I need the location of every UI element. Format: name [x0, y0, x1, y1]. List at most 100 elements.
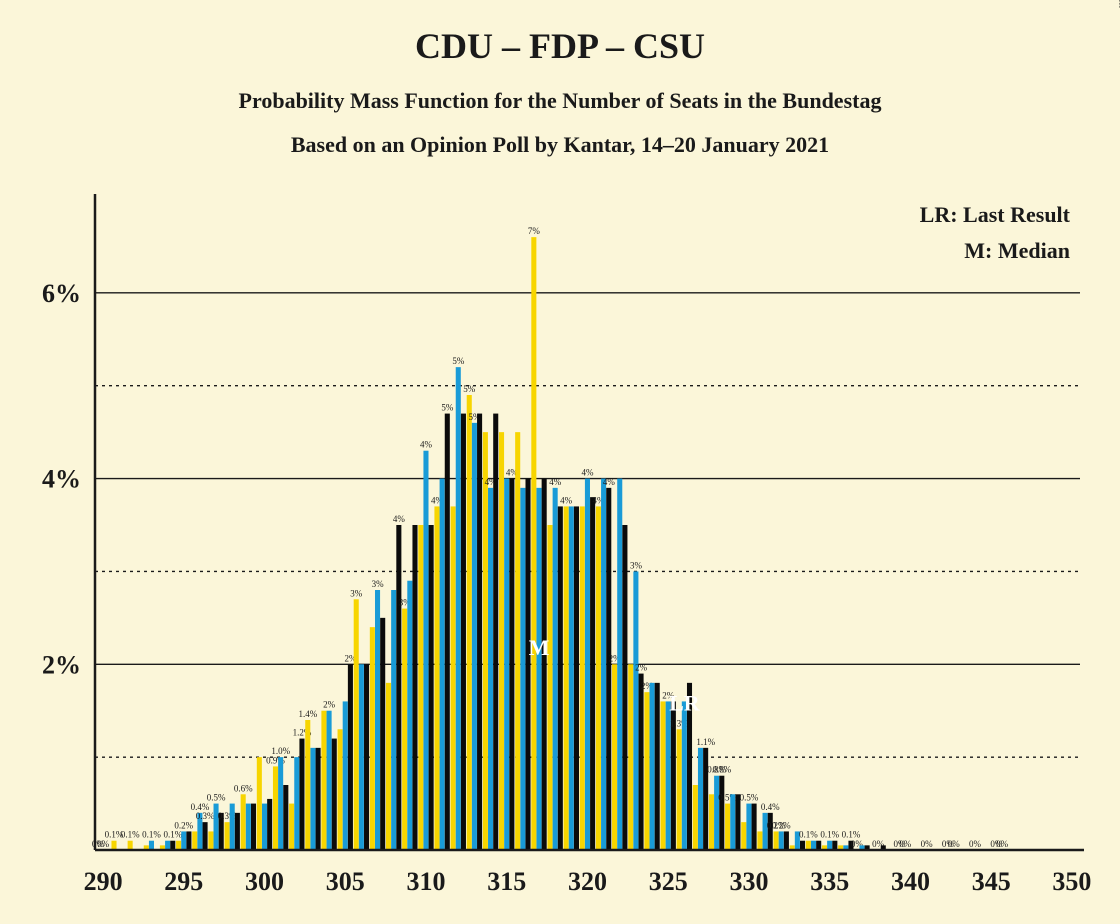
x-tick-label: 305: [326, 867, 365, 896]
bar: [370, 627, 375, 850]
bar: [257, 757, 262, 850]
bar-value-label: 1.0%: [271, 746, 290, 756]
bar-value-label: 2%: [323, 700, 336, 710]
bar: [564, 506, 569, 850]
bar: [434, 506, 439, 850]
chart-container: 2%4%6%0%0%0.1%0.1%0.1%0.1%0.2%0.4%0.3%0.…: [0, 0, 1120, 924]
bar: [779, 831, 784, 850]
bar-value-label: 4%: [582, 468, 595, 478]
bar-value-label: 0.4%: [761, 802, 780, 812]
x-tick-label: 310: [407, 867, 446, 896]
bar: [698, 748, 703, 850]
bar: [262, 804, 267, 850]
bar-value-label: 4%: [603, 477, 616, 487]
bar-value-label: 0%: [969, 839, 982, 849]
bar: [111, 841, 116, 850]
bar: [741, 822, 746, 850]
bar: [412, 525, 417, 850]
bar: [283, 785, 288, 850]
bar: [536, 488, 541, 850]
bar-value-label: 0%: [948, 839, 961, 849]
bar: [294, 757, 299, 850]
bar: [730, 794, 735, 850]
bar: [617, 479, 622, 850]
chart-subtitle-0: Probability Mass Function for the Number…: [239, 88, 882, 113]
bar: [488, 488, 493, 850]
bar: [208, 831, 213, 850]
bar-value-label: 3%: [350, 588, 363, 598]
bar: [542, 479, 547, 850]
bar: [703, 748, 708, 850]
bar: [639, 674, 644, 850]
bar-value-label: 3%: [630, 560, 643, 570]
bar-value-label: 2%: [635, 663, 648, 673]
bar: [806, 841, 811, 850]
bar: [531, 237, 536, 850]
bar: [299, 739, 304, 850]
x-tick-label: 350: [1052, 867, 1091, 896]
bar: [525, 479, 530, 850]
bar: [774, 831, 779, 850]
chart-subtitle-1: Based on an Opinion Poll by Kantar, 14–2…: [291, 132, 829, 157]
bar-value-label: 0.1%: [163, 830, 182, 840]
bar-value-label: 4%: [560, 495, 573, 505]
bar: [784, 831, 789, 850]
bar: [181, 831, 186, 850]
bar-value-label: 1.1%: [696, 737, 715, 747]
bar-value-label: 4%: [549, 477, 562, 487]
bar: [816, 841, 821, 850]
x-tick-label: 345: [972, 867, 1011, 896]
bar: [585, 479, 590, 850]
bar: [832, 841, 837, 850]
bar-value-label: 0.5%: [207, 793, 226, 803]
bar-value-label: 0.2%: [174, 820, 193, 830]
bar: [752, 804, 757, 850]
bar: [170, 841, 175, 850]
x-tick-label: 335: [810, 867, 849, 896]
x-tick-label: 340: [891, 867, 930, 896]
bar-value-label: 0%: [996, 839, 1009, 849]
bar-value-label: 3%: [372, 579, 385, 589]
bar: [719, 776, 724, 850]
bar: [267, 799, 272, 850]
copyright-text: © 2021 Filip van Laenen: [1116, 0, 1120, 8]
bar: [429, 525, 434, 850]
bar: [396, 525, 401, 850]
bar: [580, 506, 585, 850]
bar: [440, 479, 445, 850]
bar: [251, 804, 256, 850]
bar: [128, 841, 133, 850]
bar: [456, 367, 461, 850]
chart-title: CDU – FDP – CSU: [415, 26, 705, 66]
bar: [709, 794, 714, 850]
legend-item-1: M: Median: [964, 238, 1070, 263]
bar: [628, 664, 633, 850]
bar: [273, 766, 278, 850]
bar: [714, 776, 719, 850]
bar: [327, 711, 332, 850]
bar: [644, 692, 649, 850]
bar: [763, 813, 768, 850]
bar: [386, 683, 391, 850]
bar: [499, 432, 504, 850]
bar-value-label: 5%: [441, 403, 454, 413]
bar: [165, 841, 170, 850]
bar-value-label: 0.8%: [712, 765, 731, 775]
bar: [192, 831, 197, 850]
bar: [622, 525, 627, 850]
x-tick-label: 295: [164, 867, 203, 896]
bar: [332, 739, 337, 850]
bar: [574, 506, 579, 850]
bar-value-label: 0.5%: [740, 793, 759, 803]
x-tick-label: 315: [487, 867, 526, 896]
x-tick-label: 300: [245, 867, 284, 896]
bar-value-label: 7%: [528, 226, 541, 236]
bar-value-label: 0.6%: [234, 783, 253, 793]
bar: [451, 506, 456, 850]
bar: [660, 701, 665, 850]
bar-value-label: 4%: [420, 440, 433, 450]
bar: [735, 794, 740, 850]
bar-value-label: 0.1%: [820, 830, 839, 840]
bar: [203, 822, 208, 850]
bar: [359, 664, 364, 850]
